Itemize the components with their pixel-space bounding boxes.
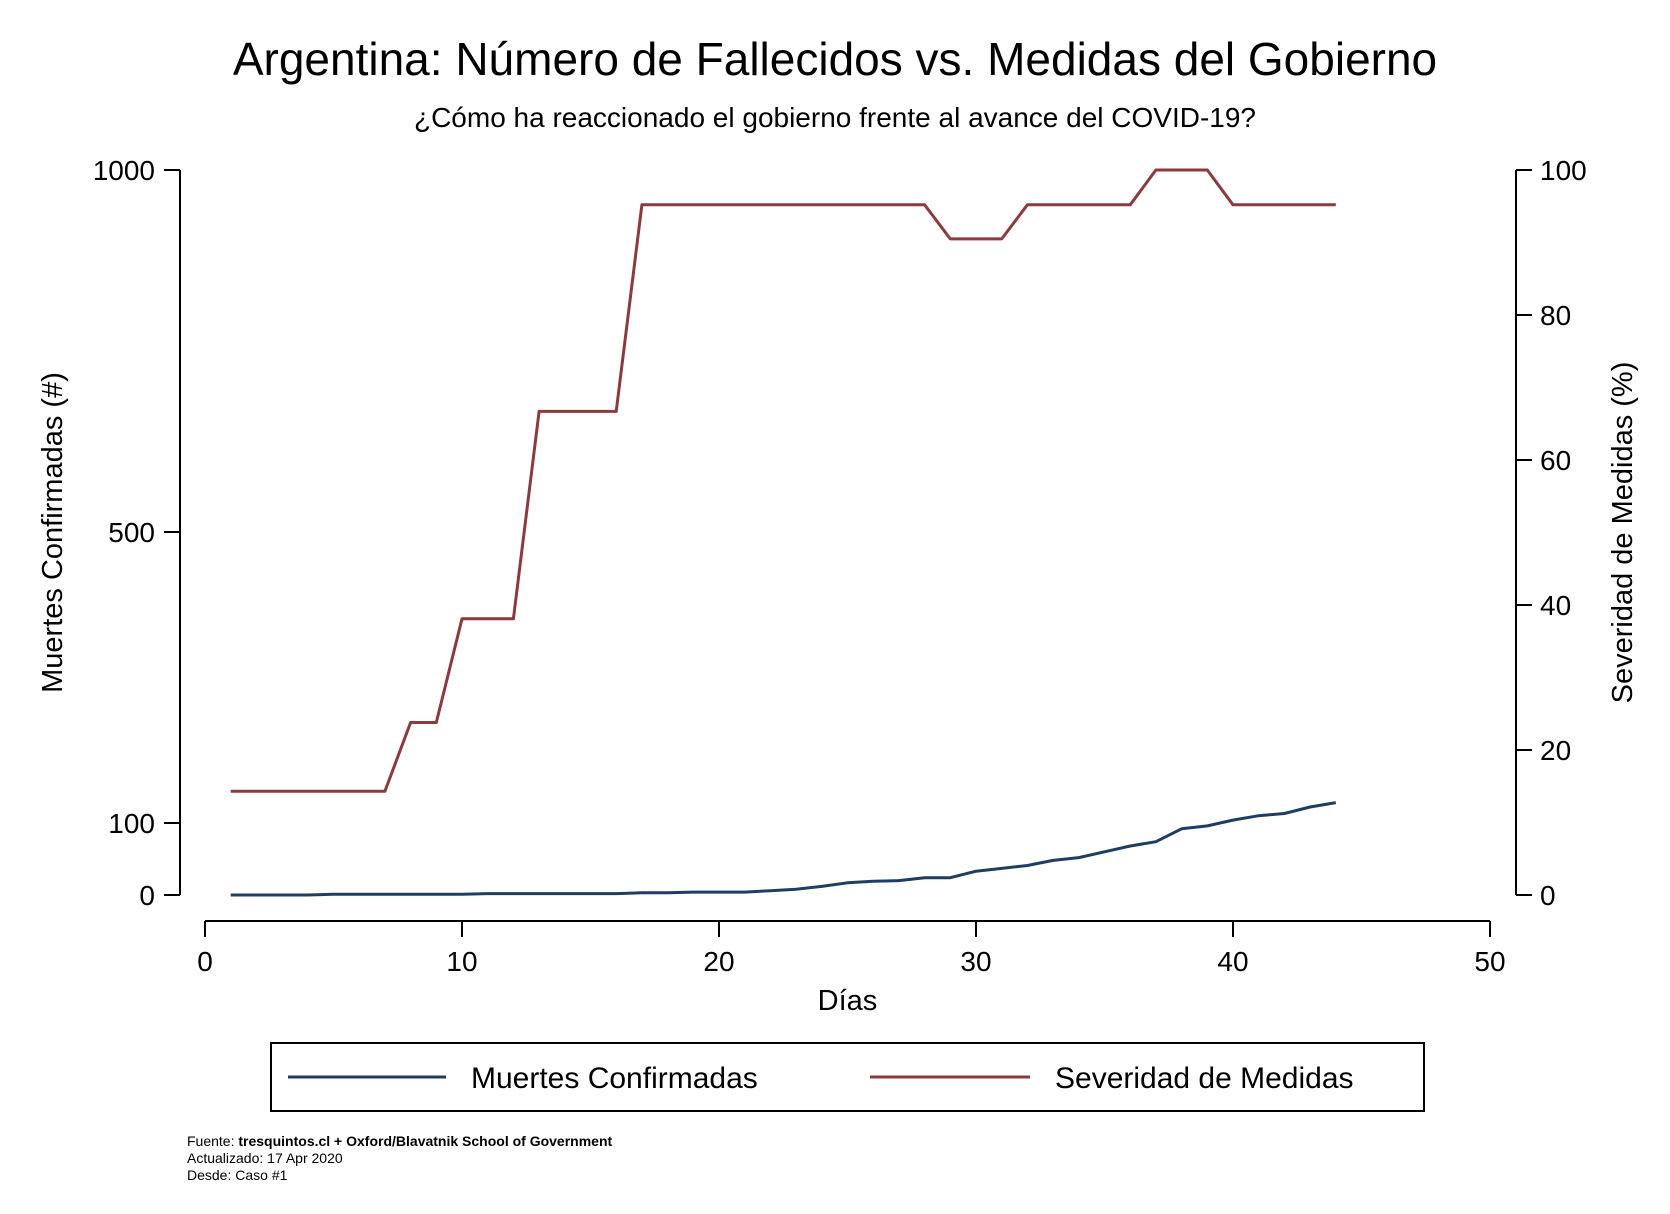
y-left-tick-label: 100 xyxy=(108,808,155,839)
footer-source-value: tresquintos.cl + Oxford/Blavatnik School… xyxy=(238,1133,612,1149)
x-tick-label: 40 xyxy=(1217,946,1248,977)
y-axis-right-label: Severidad de Medidas (%) xyxy=(1607,362,1639,704)
footer: Fuente: tresquintos.cl + Oxford/Blavatni… xyxy=(187,1133,613,1183)
x-axis-label: Días xyxy=(818,985,878,1017)
y-left-tick-label: 0 xyxy=(139,880,155,911)
y-left-tick-label: 1000 xyxy=(93,155,155,186)
series-line-deaths xyxy=(230,801,1337,897)
series-layer xyxy=(230,168,1337,897)
y-right-tick-label: 60 xyxy=(1540,445,1571,476)
y-right-tick-label: 0 xyxy=(1540,880,1556,911)
y-right-tick-label: 40 xyxy=(1540,590,1571,621)
x-tick-label: 20 xyxy=(703,946,734,977)
chart-subtitle: ¿Cómo ha reaccionado el gobierno frente … xyxy=(414,102,1256,133)
y-right-tick-label: 100 xyxy=(1540,155,1587,186)
legend-box xyxy=(270,1042,1425,1112)
footer-since: Desde: Caso #1 xyxy=(187,1167,288,1183)
legend-label-deaths: Muertes Confirmadas xyxy=(471,1062,758,1095)
y-left-tick-label: 500 xyxy=(108,517,155,548)
legend: Muertes Confirmadas Severidad de Medidas xyxy=(270,1042,1425,1112)
y-right-tick-label: 80 xyxy=(1540,300,1571,331)
x-tick-label: 50 xyxy=(1474,946,1505,977)
chart-title: Argentina: Número de Fallecidos vs. Medi… xyxy=(233,33,1437,85)
footer-source-label: Fuente: xyxy=(187,1133,238,1149)
footer-updated: Actualizado: 17 Apr 2020 xyxy=(187,1150,343,1166)
x-tick-label: 0 xyxy=(197,946,213,977)
x-tick-label: 30 xyxy=(960,946,991,977)
footer-source: Fuente: tresquintos.cl + Oxford/Blavatni… xyxy=(187,1133,613,1149)
y-right-tick-label: 20 xyxy=(1540,735,1571,766)
legend-label-severity: Severidad de Medidas xyxy=(1055,1062,1354,1095)
x-tick-label: 10 xyxy=(446,946,477,977)
series-line-severity xyxy=(230,168,1336,793)
y-axis-left-label: Muertes Confirmadas (#) xyxy=(37,372,69,693)
